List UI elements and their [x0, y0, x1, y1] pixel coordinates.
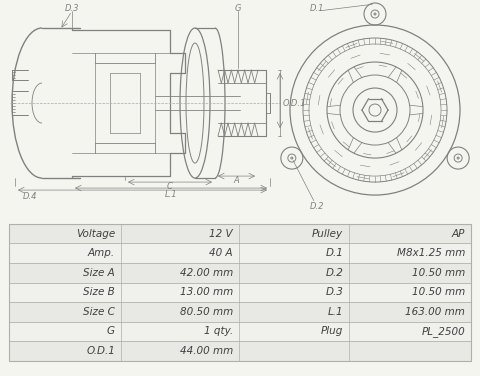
- Text: D.2: D.2: [325, 268, 343, 278]
- Bar: [9, 341, 471, 361]
- Bar: [9, 224, 471, 243]
- Text: Amp.: Amp.: [88, 248, 115, 258]
- Text: G: G: [107, 326, 115, 337]
- Bar: [9, 263, 471, 282]
- Text: Pulley: Pulley: [312, 229, 343, 239]
- Text: D.3: D.3: [325, 287, 343, 297]
- Bar: [9, 321, 471, 341]
- Text: A: A: [233, 176, 239, 185]
- Text: L.1: L.1: [328, 307, 343, 317]
- Text: 12 V: 12 V: [209, 229, 233, 239]
- Text: D.3: D.3: [65, 3, 79, 12]
- Text: 80.50 mm: 80.50 mm: [180, 307, 233, 317]
- Text: 13.00 mm: 13.00 mm: [180, 287, 233, 297]
- Text: D.1: D.1: [310, 3, 324, 12]
- Text: Size B: Size B: [83, 287, 115, 297]
- Text: G: G: [235, 3, 241, 12]
- Text: D.1: D.1: [325, 248, 343, 258]
- Text: O.D.1: O.D.1: [283, 99, 306, 108]
- Text: AP: AP: [452, 229, 465, 239]
- Text: 10.50 mm: 10.50 mm: [412, 287, 465, 297]
- Text: PL_2500: PL_2500: [421, 326, 465, 337]
- Text: 42.00 mm: 42.00 mm: [180, 268, 233, 278]
- Text: Voltage: Voltage: [76, 229, 115, 239]
- Text: L.1: L.1: [165, 190, 177, 199]
- Bar: [9, 282, 471, 302]
- Text: D.4: D.4: [23, 191, 37, 200]
- Text: Size C: Size C: [83, 307, 115, 317]
- Bar: [9, 243, 471, 263]
- Text: O.D.1: O.D.1: [86, 346, 115, 356]
- Text: 163.00 mm: 163.00 mm: [406, 307, 465, 317]
- Text: 10.50 mm: 10.50 mm: [412, 268, 465, 278]
- Text: 40 A: 40 A: [209, 248, 233, 258]
- Text: Plug: Plug: [321, 326, 343, 337]
- Text: M8x1.25 mm: M8x1.25 mm: [397, 248, 465, 258]
- Text: 44.00 mm: 44.00 mm: [180, 346, 233, 356]
- Text: D.2: D.2: [310, 202, 324, 211]
- Text: 1 qty.: 1 qty.: [204, 326, 233, 337]
- Bar: [9, 302, 471, 321]
- Text: C: C: [167, 182, 173, 191]
- Text: Size A: Size A: [83, 268, 115, 278]
